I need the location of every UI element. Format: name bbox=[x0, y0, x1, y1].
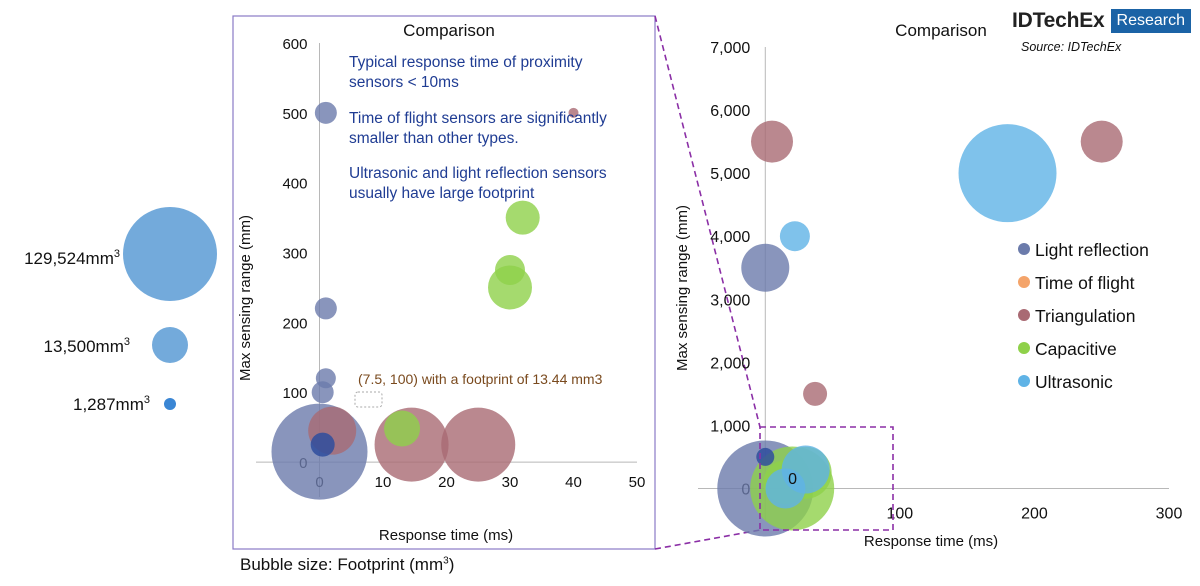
y-tick-label: 600 bbox=[282, 36, 307, 53]
legend-marker-capacitive bbox=[1018, 342, 1030, 354]
x-tick-label: 50 bbox=[629, 474, 646, 491]
y-tick-label: 200 bbox=[282, 315, 307, 332]
y-tick-label: 400 bbox=[282, 176, 307, 193]
insight-note-line: sensors < 10ms bbox=[349, 74, 459, 91]
legend-label-capacitive: Capacitive bbox=[1035, 339, 1117, 359]
capacitive-bubble-2 bbox=[495, 255, 525, 285]
ultrasonic-bubble-2 bbox=[779, 221, 810, 252]
y-axis-label: Max sensing range (mm) bbox=[237, 215, 254, 381]
insight-note-line: Time of flight sensors are significantly bbox=[349, 110, 607, 127]
y-tick-label: 300 bbox=[282, 246, 307, 263]
triangulation-bubble-3 bbox=[803, 381, 828, 406]
legend-label-ultrasonic: Ultrasonic bbox=[1035, 372, 1113, 392]
x-tick-label: 300 bbox=[1156, 505, 1183, 522]
triangulation-bubble-1 bbox=[751, 120, 794, 163]
legend-label-time-of-flight: Time of flight bbox=[1035, 273, 1135, 293]
bubble-size-footnote: Bubble size: Footprint (mm3) bbox=[240, 555, 455, 574]
capacitive-bubble-3 bbox=[505, 200, 540, 235]
time-of-flight-annotation: (7.5, 100) with a footprint of 13.44 mm3 bbox=[358, 371, 603, 387]
x-tick-label: 30 bbox=[502, 474, 519, 491]
full-chart: 100 200 300 0 1,000 2,000 3,000 4,000 5,000 6,000… bbox=[674, 21, 1182, 550]
idtechex-logo: IDTechEx Research bbox=[1012, 8, 1192, 34]
zoomed-chart: 010203040500100200300400500600Comparison… bbox=[237, 21, 645, 544]
insight-note-line: Typical response time of proximity bbox=[349, 54, 583, 71]
insight-note-line: Ultrasonic and light reflection sensors bbox=[349, 165, 607, 182]
insight-note-line: smaller than other types. bbox=[349, 130, 519, 147]
size-legend-label-small: 1,287mm3 bbox=[73, 394, 150, 414]
y-axis-label: Max sensing range (mm) bbox=[674, 205, 691, 371]
size-legend-bubble-large bbox=[123, 207, 217, 301]
x-zero-label: 0 bbox=[788, 471, 797, 488]
source-note: Source: IDTechEx bbox=[1021, 40, 1122, 54]
zoom-region-box bbox=[759, 426, 894, 531]
bubble-size-legend: 129,524mm3 13,500mm3 1,287mm3 bbox=[24, 207, 217, 414]
legend-marker-triangulation bbox=[1018, 309, 1030, 321]
y-tick-label: 3,000 bbox=[710, 292, 750, 309]
size-legend-label-large: 129,524mm3 bbox=[24, 248, 120, 268]
size-legend-label-medium: 13,500mm3 bbox=[44, 336, 130, 356]
x-axis-label: Response time (ms) bbox=[864, 533, 998, 550]
zoom-connector-top bbox=[654, 15, 761, 428]
x-tick-label: 100 bbox=[887, 505, 914, 522]
light-reflection-bubble-5 bbox=[311, 381, 334, 404]
chart-title: Comparison bbox=[895, 21, 987, 40]
x-tick-label: 200 bbox=[1021, 505, 1048, 522]
legend-marker-time-of-flight bbox=[1018, 276, 1030, 288]
time-of-flight-marker-box bbox=[354, 391, 383, 408]
highlight-bubble-1 bbox=[756, 447, 775, 466]
y-tick-label: 7,000 bbox=[710, 40, 750, 57]
x-tick-label: 40 bbox=[565, 474, 582, 491]
triangulation-bubble-2 bbox=[1080, 120, 1123, 163]
x-axis-label: Response time (ms) bbox=[379, 527, 513, 544]
light-reflection-bubble-2 bbox=[314, 101, 337, 124]
light-reflection-bubble-1 bbox=[741, 243, 790, 292]
y-tick-label: 5,000 bbox=[710, 166, 750, 183]
zoom-connector-bottom bbox=[654, 529, 761, 550]
x-tick-label: 10 bbox=[375, 474, 392, 491]
light-reflection-bubble-3 bbox=[314, 297, 337, 320]
y-tick-label: 4,000 bbox=[710, 229, 750, 246]
legend-label-triangulation: Triangulation bbox=[1035, 306, 1136, 326]
y-tick-label: 100 bbox=[282, 385, 307, 402]
legend-marker-ultrasonic bbox=[1018, 375, 1030, 387]
capacitive-bubble-4 bbox=[384, 410, 421, 447]
legend-label-light-reflection: Light reflection bbox=[1035, 240, 1149, 260]
highlight-bubble-1 bbox=[310, 432, 335, 457]
x-tick-label: 20 bbox=[438, 474, 455, 491]
insight-note-line: usually have large footprint bbox=[349, 185, 535, 202]
y-tick-label: 500 bbox=[282, 106, 307, 123]
triangulation-bubble-2 bbox=[441, 407, 516, 482]
y-tick-label: 6,000 bbox=[710, 103, 750, 120]
y-tick-label: 1,000 bbox=[710, 418, 750, 435]
triangulation-bubble-4 bbox=[568, 107, 579, 118]
y-tick-label: 2,000 bbox=[710, 355, 750, 372]
brand-tag: Research bbox=[1110, 9, 1192, 33]
brand-name: IDTechEx bbox=[1012, 9, 1105, 32]
chart-title: Comparison bbox=[403, 21, 495, 40]
ultrasonic-bubble-1 bbox=[958, 124, 1057, 223]
legend-marker-light-reflection bbox=[1018, 243, 1030, 255]
size-legend-bubble-small bbox=[164, 398, 176, 410]
ultrasonic-bubble-4 bbox=[765, 468, 806, 509]
size-legend-bubble-medium bbox=[152, 327, 188, 363]
